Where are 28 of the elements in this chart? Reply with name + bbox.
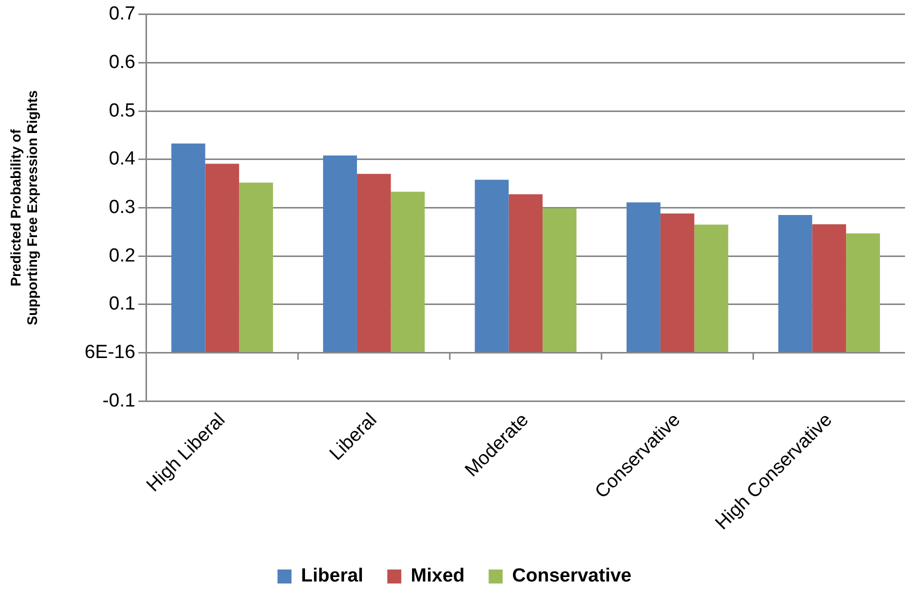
bar xyxy=(626,202,660,352)
y-tick-label: -0.1 xyxy=(102,390,136,412)
bar xyxy=(846,233,880,352)
bar xyxy=(812,224,846,352)
bar xyxy=(542,208,576,352)
y-tick-label: 0.7 xyxy=(108,4,136,25)
y-tick-label: 6E-16 xyxy=(84,342,136,364)
bar xyxy=(508,194,543,352)
bar xyxy=(390,192,425,352)
y-axis-title: Predicted Probability of Supporting Free Expression Rights xyxy=(7,90,40,326)
legend-label: Liberal xyxy=(301,566,364,587)
bar xyxy=(239,182,274,352)
bar xyxy=(171,143,206,352)
legend-label: Conservative xyxy=(512,566,632,587)
y-tick-label: 0.4 xyxy=(108,148,136,170)
y-tick-label: 0.1 xyxy=(108,294,136,315)
bar xyxy=(205,164,240,352)
bar xyxy=(323,156,357,352)
y-tick-label: 0.6 xyxy=(108,52,136,73)
bar xyxy=(778,215,812,352)
bar xyxy=(660,214,694,352)
bar xyxy=(694,224,728,352)
y-tick-label: 0.5 xyxy=(108,100,136,122)
bar xyxy=(356,174,391,352)
legend-label: Mixed xyxy=(410,566,465,587)
bar xyxy=(474,180,509,352)
y-tick-label: 0.3 xyxy=(108,196,136,218)
y-tick-label: 0.2 xyxy=(108,245,136,266)
